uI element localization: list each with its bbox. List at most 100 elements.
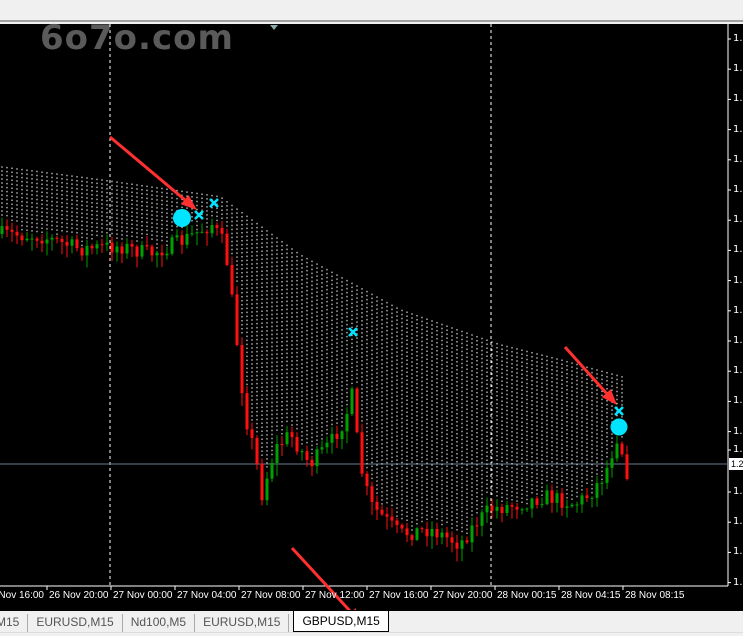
candle: [170, 237, 174, 254]
candle: [575, 504, 579, 506]
candle: [475, 525, 479, 527]
candle: [130, 243, 134, 247]
tab-eurusd-m15[interactable]: EURUSD,M15: [195, 614, 290, 632]
candle: [115, 246, 119, 253]
candle: [220, 228, 224, 234]
candle: [550, 490, 554, 503]
candle: [335, 433, 339, 439]
candle: [440, 532, 444, 538]
time-tick-label: 27 Nov 20:00: [433, 590, 493, 601]
price-tick-label: 1.2: [733, 304, 743, 316]
candle: [615, 443, 619, 459]
candle: [400, 524, 404, 529]
candle: [25, 238, 29, 241]
candle: [380, 509, 384, 515]
candle: [65, 242, 69, 246]
signal-cross-icon: [209, 198, 219, 208]
candle: [215, 225, 219, 229]
candle: [425, 528, 429, 537]
candle: [485, 505, 489, 513]
price-chart[interactable]: 6o7o.com 1.2 1.2 1.2 1.2 1.2 1.2 1.2 1.2 1.2 1.2 1…: [0, 18, 743, 610]
candle: [195, 232, 199, 234]
candle: [415, 528, 419, 540]
candle: [60, 238, 64, 243]
time-tick-label: 27 Nov 04:00: [177, 590, 237, 601]
candle: [500, 506, 504, 513]
watermark: 6o7o.com: [40, 18, 234, 58]
candle: [205, 231, 209, 234]
time-tick-label: 28 Nov 04:15: [561, 590, 621, 601]
candle: [365, 473, 369, 487]
signal-cross-icon: [194, 210, 204, 220]
candle: [620, 443, 624, 455]
candle: [390, 516, 394, 521]
chart-tabs: M15 EURUSD,M15 Nd100,M5 EURUSD,M15 GBPUSD,M1…: [0, 610, 743, 636]
signal-cross-icon: [348, 327, 358, 337]
price-tick-label: 1.2: [733, 516, 743, 528]
candle: [110, 242, 114, 253]
price-tick-label: 1.2: [733, 93, 743, 105]
candle: [545, 490, 549, 505]
price-tick-label: 1.2: [733, 576, 743, 588]
candle: [345, 414, 349, 432]
candle: [325, 442, 329, 448]
candle: [510, 505, 514, 507]
candle: [150, 246, 154, 256]
candle: [330, 433, 334, 443]
candle: [145, 245, 149, 247]
time-tick-label: 28 Nov 00:15: [497, 590, 557, 601]
candle: [460, 540, 464, 549]
candle: [100, 244, 104, 246]
candle: [45, 239, 49, 244]
tab-eurusd-m15[interactable]: EURUSD,M15: [28, 614, 123, 632]
candle: [5, 226, 9, 230]
price-tick-label: 1.2: [733, 63, 743, 75]
candle: [265, 478, 269, 501]
tab-nd100-m5[interactable]: Nd100,M5: [123, 614, 196, 632]
candle: [560, 493, 564, 508]
candle: [410, 535, 414, 540]
candle: [360, 432, 364, 474]
candle: [235, 294, 239, 346]
candle: [395, 520, 399, 525]
chart-canvas: [0, 24, 731, 610]
candle: [50, 237, 54, 240]
candle: [455, 542, 459, 549]
candle: [580, 495, 584, 505]
candle: [180, 235, 184, 245]
candle: [495, 506, 499, 511]
candle: [605, 467, 609, 483]
candle: [445, 532, 449, 538]
candle: [175, 235, 179, 238]
candle: [85, 245, 89, 256]
candle: [305, 451, 309, 460]
candle: [540, 504, 544, 506]
candle: [565, 506, 569, 508]
candle: [165, 253, 169, 256]
candle: [435, 528, 439, 538]
candle: [350, 388, 354, 415]
candle: [225, 233, 229, 266]
price-tick-label: 1.2: [733, 395, 743, 407]
candle: [75, 239, 79, 249]
candle: [250, 429, 254, 438]
candle: [295, 436, 299, 452]
candle: [505, 505, 509, 513]
price-tick-label: 1.2: [733, 546, 743, 558]
candle: [270, 462, 274, 479]
price-tick-label: 1.2: [733, 244, 743, 256]
candle: [555, 493, 559, 503]
price-tick-label: 1.2: [733, 425, 743, 437]
candle: [230, 265, 234, 295]
time-tick-label: 26 Nov 20:00: [49, 590, 109, 601]
price-tick-label: 1.2: [733, 123, 743, 135]
candle: [590, 497, 594, 499]
tab-gbpusd-m15[interactable]: GBPUSD,M15: [293, 611, 389, 632]
candle: [185, 233, 189, 245]
tab-m15[interactable]: M15: [0, 614, 29, 632]
candle: [90, 245, 94, 249]
candle: [70, 239, 74, 246]
candle: [610, 458, 614, 468]
candle: [20, 235, 24, 241]
price-tick-label: 1.2: [733, 153, 743, 165]
